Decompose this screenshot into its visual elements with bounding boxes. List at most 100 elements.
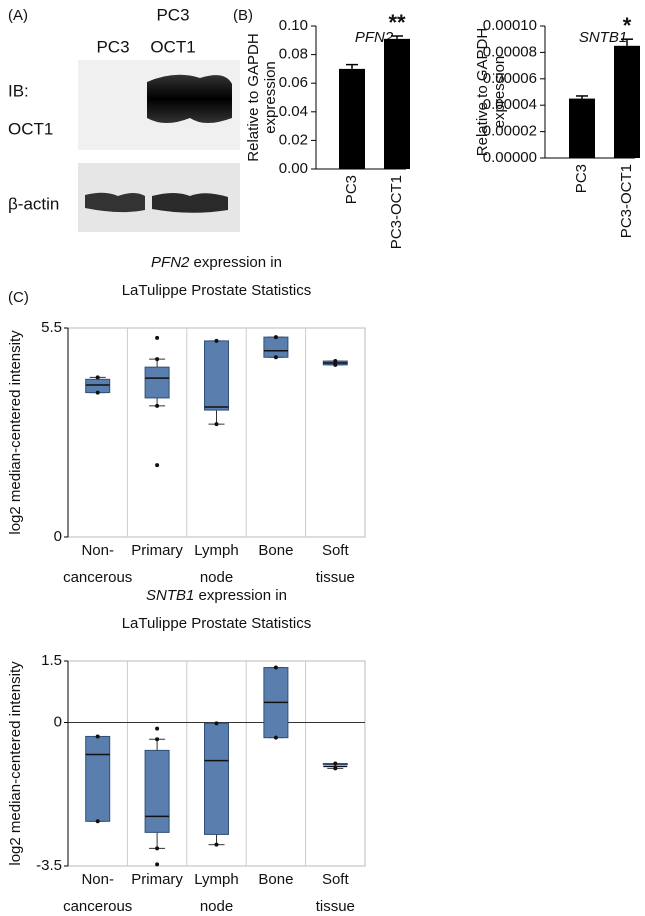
x-tick-label: Non- xyxy=(81,542,114,559)
chart-title: PFN2 expression in xyxy=(151,254,282,271)
y-tick-label: 0.00006 xyxy=(483,70,537,87)
y-tick-label: 0.00010 xyxy=(483,17,537,34)
extreme-point xyxy=(214,842,219,847)
y-axis-label: Relative to GAPDH xyxy=(474,28,491,156)
extreme-point xyxy=(155,357,160,362)
x-tick-label: Non- xyxy=(81,871,114,888)
blot-band xyxy=(147,74,232,123)
extreme-point xyxy=(214,338,219,343)
lane-label: PC3 xyxy=(96,37,129,56)
box xyxy=(204,340,229,411)
y-tick-label: 0.00008 xyxy=(483,43,537,60)
box xyxy=(263,336,289,358)
panel-label: (C) xyxy=(8,289,29,306)
y-tick-label: -3.5 xyxy=(36,857,62,874)
extreme-point xyxy=(333,766,338,771)
extreme-point xyxy=(333,362,338,367)
extreme-point xyxy=(155,846,160,851)
x-tick-label: Soft xyxy=(322,871,350,888)
blot-band xyxy=(85,192,145,213)
y-tick-label: 0.00004 xyxy=(483,96,537,113)
bar xyxy=(614,45,640,158)
x-tick-label: Primary xyxy=(131,542,183,559)
panel-label: (A) xyxy=(8,7,28,24)
extreme-point xyxy=(95,734,100,739)
extreme-point xyxy=(214,422,219,427)
x-tick-label: PC3-OCT1 xyxy=(618,164,635,238)
extreme-point xyxy=(333,761,338,766)
y-tick-label: 1.5 xyxy=(41,652,62,669)
outlier xyxy=(155,463,160,468)
y-tick-label: 0.00002 xyxy=(483,123,537,140)
extreme-point xyxy=(155,737,160,742)
x-tick-label: cancerous xyxy=(63,569,132,586)
x-tick-label: Soft xyxy=(322,542,350,559)
title-text: expression in xyxy=(189,254,282,271)
lane-label: OCT1 xyxy=(150,37,195,56)
box xyxy=(85,735,111,822)
panel-label: (B) xyxy=(233,7,253,24)
x-tick-label: cancerous xyxy=(63,898,132,915)
y-axis-label: Relative to GAPDH xyxy=(245,33,262,161)
annotation: * xyxy=(623,13,632,38)
extreme-point xyxy=(95,375,100,380)
x-tick-label: PC3-OCT1 xyxy=(388,175,405,249)
y-tick-label: 0.04 xyxy=(279,103,308,120)
y-axis-label: expression xyxy=(262,61,279,134)
y-tick-label: 5.5 xyxy=(41,319,62,336)
chart-title: SNTB1 expression in xyxy=(146,587,287,604)
y-tick-label: 0.02 xyxy=(279,131,308,148)
chart-title: SNTB1 xyxy=(579,29,627,46)
title-text: expression in xyxy=(194,587,287,604)
gene-name: PFN2 xyxy=(151,254,190,271)
bar xyxy=(384,38,410,170)
annotation: ** xyxy=(388,10,406,35)
extreme-point xyxy=(273,665,278,670)
x-tick-label: PC3 xyxy=(343,175,360,204)
box xyxy=(144,366,170,399)
x-tick-label: Bone xyxy=(258,542,293,559)
x-tick-label: Primary xyxy=(131,871,183,888)
x-tick-label: PC3 xyxy=(573,164,590,193)
x-tick-label: node xyxy=(200,898,233,915)
y-tick-label: 0.06 xyxy=(279,74,308,91)
lane-label: PC3 xyxy=(156,5,189,24)
y-tick-label: 0.10 xyxy=(279,17,308,34)
box xyxy=(204,722,229,835)
probe-label: IB: xyxy=(8,81,29,100)
extreme-point xyxy=(333,359,338,364)
y-tick-label: 0.08 xyxy=(279,46,308,63)
extreme-point xyxy=(273,355,278,360)
extreme-point xyxy=(273,335,278,340)
extreme-point xyxy=(95,819,100,824)
y-axis-label: log2 median-centered intensity xyxy=(7,661,24,866)
chart-subtitle: LaTulippe Prostate Statistics xyxy=(122,282,312,299)
y-tick-label: 0 xyxy=(54,713,62,730)
blot-band xyxy=(152,193,228,213)
x-tick-label: tissue xyxy=(316,569,355,586)
x-tick-label: tissue xyxy=(316,898,355,915)
probe-label: β-actin xyxy=(8,194,59,213)
bar xyxy=(569,98,595,158)
extreme-point xyxy=(155,403,160,408)
probe-label: OCT1 xyxy=(8,119,53,138)
gene-name: SNTB1 xyxy=(146,587,194,604)
extreme-point xyxy=(95,390,100,395)
x-tick-label: Bone xyxy=(258,871,293,888)
x-tick-label: Lymph xyxy=(194,871,238,888)
extreme-point xyxy=(214,721,219,726)
y-axis-label: expression xyxy=(491,56,508,129)
y-tick-label: 0 xyxy=(54,528,62,545)
x-tick-label: Lymph xyxy=(194,542,238,559)
x-tick-label: node xyxy=(200,569,233,586)
extreme-point xyxy=(273,735,278,740)
box xyxy=(144,749,170,833)
outlier xyxy=(155,335,160,340)
bar xyxy=(339,68,365,169)
y-axis-label: log2 median-centered intensity xyxy=(7,330,24,535)
y-tick-label: 0.00 xyxy=(279,160,308,177)
outlier xyxy=(155,726,160,731)
chart-subtitle: LaTulippe Prostate Statistics xyxy=(122,615,312,632)
outlier xyxy=(155,862,160,867)
